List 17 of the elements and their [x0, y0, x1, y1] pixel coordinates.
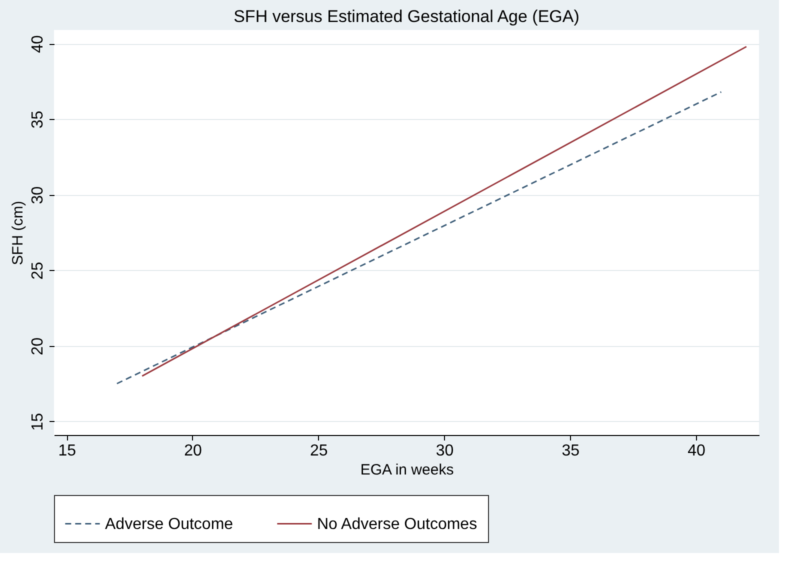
- x-tick-label: 35: [562, 442, 580, 460]
- legend-label: Adverse Outcome: [105, 516, 234, 533]
- y-tick-label: 15: [30, 412, 46, 431]
- y-tick-label: 20: [30, 337, 46, 356]
- x-tick-label: 25: [310, 442, 328, 460]
- y-axis-title: SFH (cm): [10, 200, 26, 266]
- x-tick-label: 20: [184, 442, 202, 460]
- x-axis-title: EGA in weeks: [360, 462, 454, 478]
- x-tick-label: 40: [688, 442, 706, 460]
- chart-title: SFH versus Estimated Gestational Age (EGA): [234, 7, 580, 26]
- y-tick-label: 35: [30, 110, 46, 129]
- y-tick-label: 40: [30, 35, 46, 53]
- legend-label: No Adverse Outcomes: [317, 516, 478, 533]
- x-tick-label: 30: [436, 442, 454, 460]
- x-tick-label: 15: [58, 442, 76, 460]
- y-tick-label: 25: [30, 262, 46, 280]
- y-tick-label: 30: [30, 186, 46, 204]
